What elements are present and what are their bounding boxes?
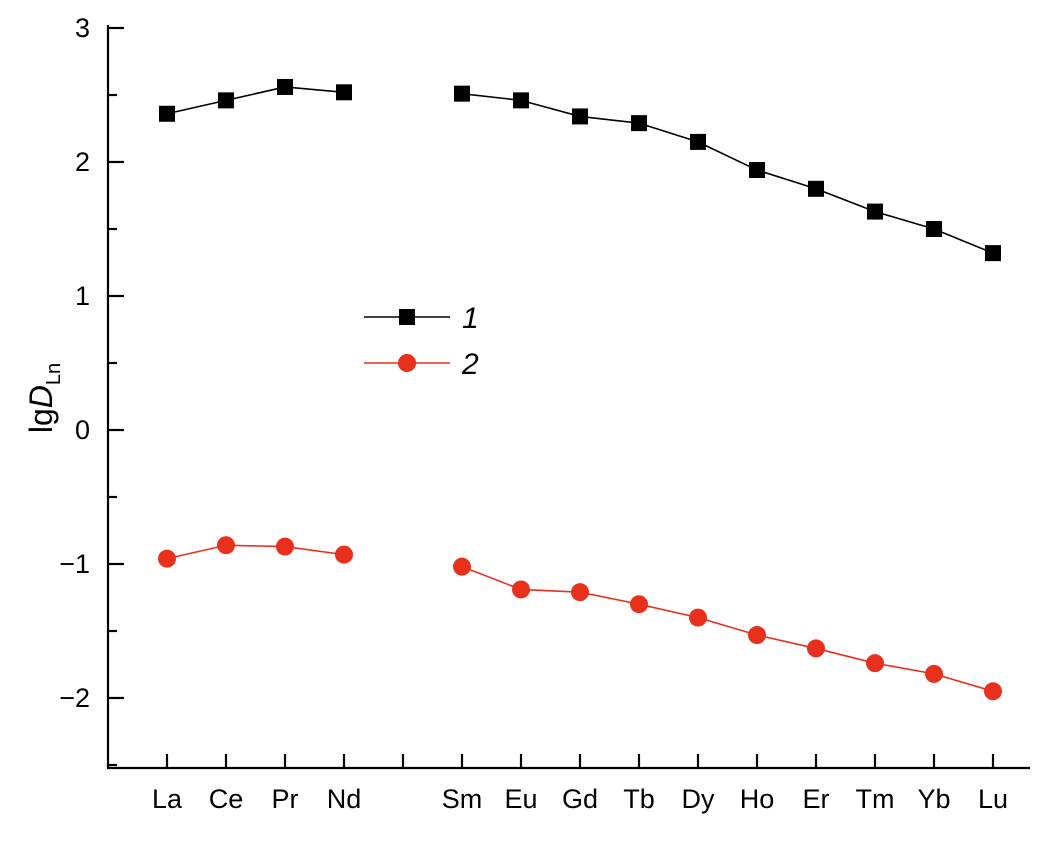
y-tick-label: −2: [59, 683, 90, 713]
x-tick-label: Tb: [623, 784, 655, 814]
data-point: [572, 108, 588, 125]
x-tick-label: Ce: [209, 784, 244, 814]
data-point: [513, 92, 529, 109]
x-tick-label: Pr: [272, 784, 299, 814]
axes: 3 2 1 0 −1 −2 La Ce Pr Nd Sm Eu Gd Tb Dy Ho Er Tm Yb Lu: [59, 13, 1030, 814]
data-point: [454, 85, 470, 102]
x-tick-label: Gd: [562, 784, 598, 814]
legend-label: 1: [462, 302, 479, 335]
x-tick-label: La: [152, 784, 183, 814]
x-tick-label: Er: [803, 784, 830, 814]
x-tick-label: Ho: [740, 784, 775, 814]
y-tick-label: 1: [75, 281, 90, 311]
data-point: [218, 92, 234, 109]
data-point: [808, 180, 824, 197]
x-tick-label: Lu: [978, 784, 1008, 814]
data-point: [689, 608, 707, 627]
series-layer: [158, 78, 1002, 701]
data-point: [630, 595, 648, 614]
legend-square-marker: [399, 309, 415, 325]
data-point: [159, 105, 175, 122]
legend-item-2: 2: [364, 348, 479, 381]
data-point: [925, 664, 943, 683]
x-tick-label: Nd: [327, 784, 362, 814]
data-point: [985, 245, 1001, 262]
legend-label: 2: [461, 348, 479, 381]
x-tick-label: Eu: [504, 784, 537, 814]
data-point: [336, 84, 352, 101]
series-2: [158, 536, 1002, 701]
y-axis-title-italic: D: [23, 385, 59, 408]
data-point: [867, 203, 883, 220]
legend-circle-marker: [398, 354, 416, 372]
series-line: [461, 565, 994, 693]
data-point: [571, 583, 589, 602]
data-point: [277, 78, 293, 95]
data-point: [335, 545, 353, 564]
data-point: [631, 115, 647, 132]
y-axis-title: lgDLn: [23, 363, 65, 433]
series-line: [166, 86, 345, 115]
data-point: [749, 162, 765, 179]
y-axis-title-subscript: Ln: [43, 363, 65, 385]
data-point: [453, 557, 471, 576]
x-tick-label: Tm: [856, 784, 895, 814]
data-point: [984, 682, 1002, 701]
y-tick-label: 0: [75, 415, 90, 445]
y-tick-label: 2: [75, 147, 90, 177]
data-point: [690, 133, 706, 150]
y-axis-title-main: lg: [23, 408, 59, 433]
series-line: [166, 544, 345, 560]
data-point: [926, 221, 942, 237]
legend: 12: [364, 302, 479, 381]
data-point: [276, 537, 294, 556]
y-tick-label: 3: [75, 13, 90, 43]
legend-item-1: 1: [364, 302, 479, 335]
x-tick-label: Sm: [442, 784, 483, 814]
data-point: [158, 549, 176, 568]
data-point: [807, 639, 825, 658]
data-point: [512, 580, 530, 599]
x-tick-label: Dy: [682, 784, 715, 814]
y-tick-label: −1: [59, 549, 90, 579]
data-point: [217, 536, 235, 555]
series-1: [159, 78, 1001, 262]
x-tick-label: Yb: [917, 784, 950, 814]
data-point: [748, 626, 766, 645]
data-point: [866, 654, 884, 673]
series-line: [461, 92, 994, 254]
